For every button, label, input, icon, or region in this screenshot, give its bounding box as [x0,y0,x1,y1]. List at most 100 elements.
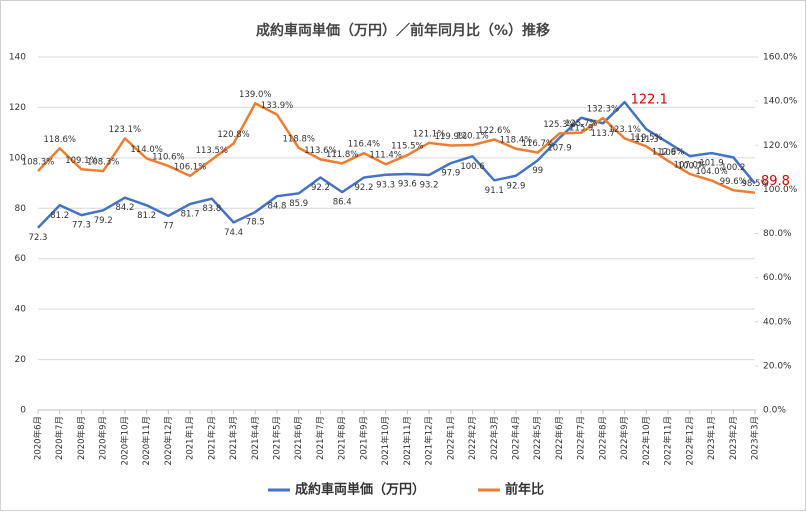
data-label: 100.6 [460,162,484,172]
y-tick-label: 120 [9,103,26,113]
x-tick-label: 2021年2月 [206,416,217,460]
y-tick-label: 140 [9,53,26,63]
data-label: 83.8 [202,204,221,214]
data-label: 119.5% [630,133,662,143]
x-tick-label: 2022年3月 [489,416,500,460]
data-label: 78.5 [246,218,265,228]
y-tick-label: 100 [9,153,26,163]
data-label: 113.6% [304,146,336,156]
y-tick-label: 80 [15,204,27,214]
data-label: 115.9 [569,123,593,133]
y2-tick-label: 40.0% [763,317,792,327]
y-tick-label: 0 [20,406,26,416]
data-label: 81.2 [137,211,156,221]
data-label: 109.1% [65,156,97,166]
legend-label: 成約車両単価（万円） [295,482,425,498]
data-label: 125.3% [543,120,575,130]
y-tick-label: 60 [15,254,27,264]
data-label: 107.9 [547,143,571,153]
data-label: 133.9% [261,101,293,111]
data-label: 123.1% [109,125,141,135]
data-label: 92.2 [311,183,330,193]
data-label: 81.7 [181,209,200,219]
data-label: 89.8 [761,174,790,189]
data-label: 97.9 [441,169,460,179]
x-tick-label: 2021年4月 [250,416,261,460]
data-label: 107.0% [674,160,706,170]
data-label: 132.3% [587,105,619,115]
data-label: 79.2 [94,216,113,226]
data-label: 98.5% [741,179,768,189]
data-label: 115.5% [391,142,423,152]
data-label: 72.3 [29,233,48,243]
data-label: 99 [532,166,543,176]
x-tick-label: 2023年1月 [706,416,717,460]
x-tick-label: 2020年6月 [33,416,44,460]
data-label: 139.0% [239,90,271,100]
y2-tick-label: 80.0% [763,229,792,239]
data-label: 118.4% [500,135,532,145]
data-label: 120.1% [456,132,488,142]
x-tick-label: 2022年9月 [619,416,630,460]
data-label: 113.7 [591,129,615,139]
data-label: 106.1% [174,162,206,172]
x-tick-label: 2022年5月 [532,416,543,460]
data-label: 106 [660,148,676,158]
x-tick-label: 2022年7月 [576,416,587,460]
data-label: 108.3% [22,158,54,168]
x-tick-label: 2022年11月 [663,416,674,465]
y-tick-label: 40 [15,305,27,315]
data-label: 85.9 [289,199,308,209]
data-label: 111.3 [634,135,658,145]
x-tick-label: 2022年1月 [445,416,456,460]
x-tick-label: 2022年12月 [684,416,695,465]
data-label: 91.1 [485,186,504,196]
x-tick-label: 2020年12月 [163,416,174,465]
x-tick-label: 2021年12月 [424,416,435,465]
x-tick-label: 2021年5月 [272,416,283,460]
data-label: 86.4 [333,198,352,208]
data-label: 122.6% [478,126,510,136]
data-label: 125.7% [565,119,597,129]
x-tick-label: 2022年8月 [597,416,608,460]
data-label: 77.3 [72,221,91,231]
y-tick-label: 20 [15,355,27,365]
y2-tick-label: 20.0% [763,361,792,371]
data-label: 120.8% [217,130,249,140]
data-label: 92.2 [354,183,373,193]
x-tick-label: 2023年3月 [750,416,761,460]
y2-tick-label: 0.0% [763,406,786,416]
x-tick-label: 2020年11月 [141,416,152,465]
data-label: 116.7% [522,139,554,149]
x-tick-label: 2023年2月 [728,416,739,460]
data-label: 119.9% [435,132,467,142]
data-label: 92.9 [507,181,526,191]
x-tick-label: 2022年2月 [467,416,478,460]
y2-tick-label: 140.0% [763,97,798,107]
data-label: 100.7 [678,162,702,172]
x-tick-label: 2022年10月 [641,416,652,465]
x-tick-label: 2021年3月 [228,416,239,460]
data-label: 111.4% [369,151,401,161]
series-line [37,100,756,229]
x-tick-label: 2022年6月 [554,416,565,460]
x-tick-label: 2021年10月 [380,416,391,465]
data-label: 118.6% [44,135,76,145]
x-tick-label: 2020年8月 [76,416,87,460]
data-label: 110.6% [152,152,184,162]
x-tick-label: 2021年11月 [402,416,413,465]
data-label: 111.8% [326,150,358,160]
legend-label: 前年比 [505,482,544,498]
data-label: 123.1% [608,125,640,135]
x-tick-label: 2021年6月 [293,416,304,460]
data-label: 118.8% [283,134,315,144]
y2-tick-label: 160.0% [763,53,798,63]
chart-title: 成約車両単価（万円）／前年同月比（%）推移 [256,22,550,39]
y2-tick-label: 60.0% [763,273,792,283]
data-label: 100.2 [721,163,745,173]
data-label: 93.3 [376,180,395,190]
data-label: 112.9% [652,147,684,157]
data-label: 116.4% [348,140,380,150]
x-tick-label: 2021年8月 [337,416,348,460]
